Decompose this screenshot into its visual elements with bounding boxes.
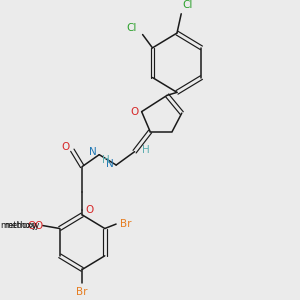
Text: Br: Br <box>120 219 131 229</box>
Text: methoxy: methoxy <box>0 221 37 230</box>
Text: N: N <box>106 159 114 169</box>
Text: O: O <box>34 220 43 230</box>
Text: O: O <box>130 106 139 117</box>
Text: methoxy: methoxy <box>4 221 39 230</box>
Text: O: O <box>61 142 69 152</box>
Text: O: O <box>85 205 93 214</box>
Text: H: H <box>142 145 150 155</box>
Text: H: H <box>102 155 109 165</box>
Text: Cl: Cl <box>127 23 137 33</box>
Text: O: O <box>27 220 36 230</box>
Text: Cl: Cl <box>182 1 193 10</box>
Text: N: N <box>89 147 97 157</box>
Text: Br: Br <box>76 287 88 297</box>
